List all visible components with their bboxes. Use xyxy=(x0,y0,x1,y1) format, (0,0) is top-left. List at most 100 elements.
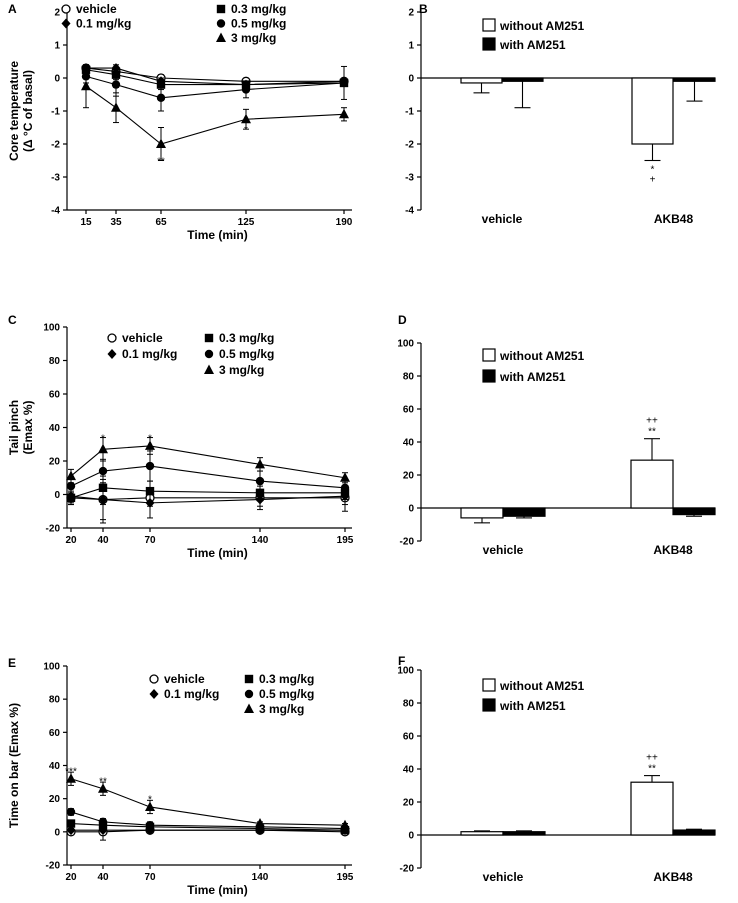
legend-marker xyxy=(244,689,254,699)
panel-a: A -4 -3 -2 -1 0 1 2 15 35 65 125 190 Time (min) Core t… xyxy=(7,2,353,242)
significance-label: * xyxy=(148,795,152,806)
panel-label: F xyxy=(398,654,405,668)
y-axis-title: (Δ °C of basal) xyxy=(21,70,35,152)
y-tick-label: 40 xyxy=(403,438,415,449)
data-point xyxy=(339,78,349,88)
data-point xyxy=(145,497,155,508)
bar xyxy=(672,507,716,516)
legend-label: vehicle xyxy=(122,331,163,345)
x-tick-label: 70 xyxy=(144,872,156,883)
significance-label: * xyxy=(148,434,152,445)
y-tick-label: -2 xyxy=(405,140,414,151)
legend-marker xyxy=(107,349,117,359)
y-axis-title: Time on bar (Emax %) xyxy=(7,703,21,828)
legend-marker xyxy=(244,674,254,684)
series-0-1-mg-kg xyxy=(66,825,350,836)
y-tick-label: 60 xyxy=(49,728,61,739)
legend-label: 0.3 mg/kg xyxy=(231,2,286,16)
x-tick-label: 140 xyxy=(252,872,269,883)
y-tick-label: 20 xyxy=(403,471,415,482)
x-tick-label: 20 xyxy=(65,535,77,546)
legend-label: 0.3 mg/kg xyxy=(259,672,314,686)
data-point xyxy=(98,817,108,827)
series-3-mg-kg xyxy=(66,771,350,830)
legend-marker xyxy=(107,333,117,343)
data-point xyxy=(255,488,265,498)
data-point xyxy=(241,113,251,124)
panel-label: E xyxy=(8,656,16,670)
category-label: vehicle xyxy=(483,543,524,557)
significance-label: + xyxy=(650,175,656,186)
x-tick-label: 70 xyxy=(144,535,156,546)
data-point xyxy=(66,807,76,817)
legend-label: 0.3 mg/kg xyxy=(219,331,274,345)
y-tick-label: 0 xyxy=(408,74,414,85)
legend-marker xyxy=(204,364,214,374)
data-point xyxy=(145,461,155,471)
y-tick-label: 0 xyxy=(54,490,60,501)
x-tick-label: 35 xyxy=(110,217,122,228)
legend-label: 0.5 mg/kg xyxy=(231,17,286,31)
x-tick-label: 195 xyxy=(337,535,354,546)
y-tick-label: 40 xyxy=(49,761,61,772)
data-point xyxy=(145,440,155,450)
data-point xyxy=(241,85,251,94)
y-tick-label: 80 xyxy=(403,372,415,383)
legend-label: vehicle xyxy=(76,2,117,16)
legend-swatch xyxy=(482,678,496,692)
legend-label: without AM251 xyxy=(499,349,585,363)
legend-swatch xyxy=(482,348,496,362)
bar xyxy=(630,781,674,836)
y-tick-label: 60 xyxy=(403,405,415,416)
category-label: AKB48 xyxy=(654,212,694,226)
legend-marker xyxy=(216,32,226,42)
bar xyxy=(460,507,504,519)
y-tick-label: 100 xyxy=(43,662,60,673)
bar xyxy=(460,831,504,836)
data-point xyxy=(111,80,121,89)
bar xyxy=(673,77,716,82)
y-tick-label: 60 xyxy=(403,732,415,743)
y-tick-label: 1 xyxy=(408,41,414,52)
legend-label: 0.5 mg/kg xyxy=(259,687,314,701)
bar xyxy=(631,77,674,145)
series-line xyxy=(70,445,346,479)
legend-label: with AM251 xyxy=(499,370,566,384)
series-3-mg-kg xyxy=(81,64,349,161)
y-tick-label: -20 xyxy=(46,861,61,872)
y-tick-label: 80 xyxy=(49,356,61,367)
bar xyxy=(502,831,546,836)
legend-label: with AM251 xyxy=(499,38,566,52)
data-point xyxy=(98,783,108,793)
data-point xyxy=(98,466,108,476)
data-point xyxy=(66,493,76,503)
data-point xyxy=(66,470,76,481)
data-point xyxy=(156,138,166,148)
series-0-5-mg-kg xyxy=(81,65,349,112)
y-tick-label: -1 xyxy=(51,107,60,118)
y-tick-label: 2 xyxy=(54,8,60,19)
series-0-1-mg-kg xyxy=(66,475,350,524)
y-tick-label: 40 xyxy=(49,423,61,434)
y-tick-label: -4 xyxy=(405,206,414,217)
y-tick-label: 2 xyxy=(408,8,414,19)
y-tick-label: -20 xyxy=(46,524,61,535)
significance-label: ** xyxy=(99,776,107,787)
series-3-mg-kg xyxy=(66,437,350,484)
y-tick-label: -4 xyxy=(51,206,60,217)
panel-label: A xyxy=(8,2,17,16)
legend-label: 3 mg/kg xyxy=(259,702,304,716)
legend-label: 0.1 mg/kg xyxy=(76,17,131,31)
legend-label: 3 mg/kg xyxy=(219,363,264,377)
y-axis-title: Core temperature xyxy=(7,61,21,161)
legend-marker xyxy=(149,689,159,699)
series-0-5-mg-kg xyxy=(66,450,350,497)
panel-f: F -20 0 20 40 60 80 100 vehicle AKB48 ++** without … xyxy=(397,654,716,884)
x-tick-label: 140 xyxy=(252,535,269,546)
data-point xyxy=(156,93,166,103)
y-tick-label: 20 xyxy=(49,457,61,468)
category-label: vehicle xyxy=(482,212,523,226)
